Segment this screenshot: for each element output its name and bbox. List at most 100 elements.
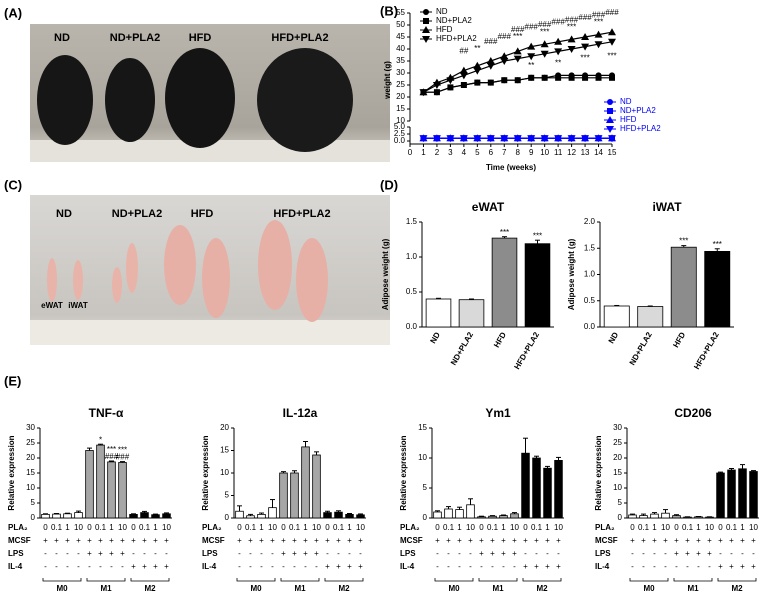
marker (419, 135, 428, 143)
condition-value: 0 (281, 523, 286, 532)
annotation: ** (474, 44, 480, 53)
condition-value: + (512, 549, 517, 558)
photo-label: ND+PLA2 (112, 208, 162, 220)
condition-value: + (153, 562, 158, 571)
condition-value: + (556, 536, 561, 545)
photo-label: HFD (191, 208, 214, 220)
x-tick-label: 10 (540, 148, 549, 157)
x-tick-label: 7 (502, 148, 507, 157)
condition-value: + (740, 562, 745, 571)
y-tick-label: 5 (423, 483, 428, 492)
y-axis-label: Relative expression (399, 435, 408, 510)
condition-value: + (54, 536, 59, 545)
condition-value: 10 (510, 523, 519, 532)
group-label: M2 (731, 584, 743, 592)
bar (312, 454, 321, 519)
marker (582, 74, 589, 81)
marker (459, 72, 468, 80)
group-label: M1 (294, 584, 306, 592)
group-bracket (236, 578, 276, 582)
y-tick-label: 0.0 (584, 322, 596, 331)
condition-value: + (314, 536, 319, 545)
condition-value: + (153, 536, 158, 545)
y-tick-label: 2.0 (584, 217, 596, 226)
bar (543, 467, 552, 519)
y-tick-label: 25 (396, 80, 405, 89)
condition-value: + (131, 536, 136, 545)
condition-value: + (685, 536, 690, 545)
bar (554, 459, 563, 519)
group-label: M2 (338, 584, 350, 592)
x-tick-label: 1 (421, 148, 426, 157)
legend-marker (422, 36, 430, 43)
condition-value: - (249, 549, 252, 558)
condition-value: + (303, 549, 308, 558)
condition-value: 1 (259, 523, 264, 532)
condition-value: + (87, 549, 92, 558)
condition-value: 0.1 (139, 523, 151, 532)
x-tick-label: 14 (594, 148, 603, 157)
marker (527, 53, 536, 61)
x-tick-label: 0 (408, 148, 413, 157)
condition-value: 10 (749, 523, 758, 532)
chart-title: Ym1 (485, 406, 511, 420)
y-tick-label: 30 (26, 423, 35, 432)
marker (513, 55, 522, 63)
condition-value: - (77, 549, 80, 558)
legend-label: ND (436, 7, 448, 16)
condition-value: - (502, 562, 505, 571)
condition-value: 0 (43, 523, 48, 532)
condition-value: 0 (674, 523, 679, 532)
condition-value: + (707, 549, 712, 558)
bar (738, 468, 747, 519)
bar (704, 250, 731, 328)
condition-value: - (77, 562, 80, 571)
marker (419, 89, 428, 97)
condition-value: + (347, 562, 352, 571)
condition-value: - (165, 549, 168, 558)
condition-label: MCSF (400, 536, 423, 545)
legend-marker (606, 116, 614, 123)
condition-value: + (696, 549, 701, 558)
group-bracket (717, 578, 757, 582)
marker (474, 79, 481, 86)
annotation: ### (498, 32, 512, 41)
photo-label: ND (54, 32, 70, 44)
x-tick-label: HFD+PLA2 (512, 330, 541, 371)
condition-value: - (110, 562, 113, 571)
condition-value: + (468, 536, 473, 545)
x-tick-label: 12 (567, 148, 576, 157)
condition-value: - (154, 549, 157, 558)
condition-value: + (259, 536, 264, 545)
legend-label: ND (620, 97, 632, 106)
y-tick-label: 10 (613, 483, 622, 492)
condition-label: IL-4 (202, 562, 217, 571)
condition-value: - (642, 562, 645, 571)
condition-value: 1 (153, 523, 158, 532)
condition-value: - (55, 549, 58, 558)
group-bracket (86, 578, 126, 582)
y-tick-label: 50 (396, 20, 405, 29)
marker (459, 135, 468, 143)
y-tick-label: 15 (26, 468, 35, 477)
condition-value: 0.1 (333, 523, 345, 532)
marker (581, 135, 590, 143)
condition-value: - (675, 562, 678, 571)
x-tick-label: 5 (475, 148, 480, 157)
condition-label: IL-4 (400, 562, 415, 571)
x-tick-label: ND (428, 330, 442, 345)
condition-label: PLA₂ (8, 523, 28, 532)
condition-value: - (653, 549, 656, 558)
condition-value: 10 (162, 523, 171, 532)
marker (513, 47, 522, 55)
legend-label: HFD (620, 115, 637, 124)
condition-value: 0.1 (289, 523, 301, 532)
condition-value: - (631, 562, 634, 571)
bar (433, 511, 442, 519)
bar (510, 513, 519, 519)
condition-value: + (164, 562, 169, 571)
y-tick-label: 15 (220, 446, 229, 455)
group-label: M2 (144, 584, 156, 592)
x-tick-label: 4 (462, 148, 467, 157)
